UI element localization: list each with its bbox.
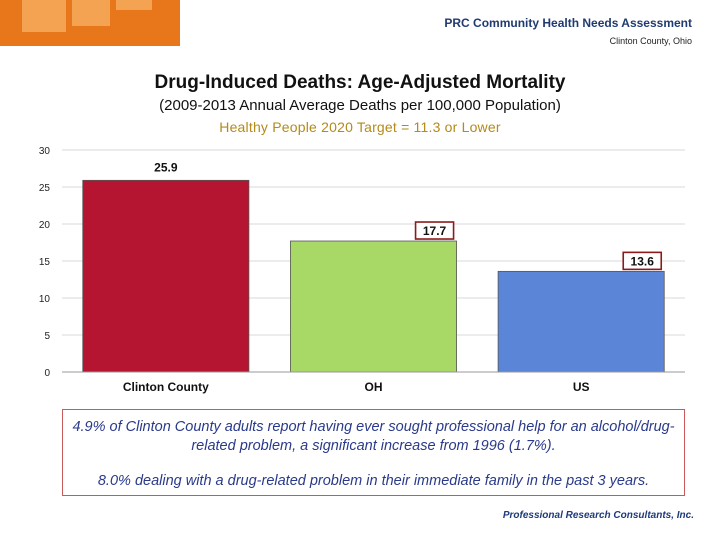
y-tick-label: 10 <box>39 294 51 305</box>
category-label: US <box>573 380 590 394</box>
report-title: PRC Community Health Needs Assessment <box>444 16 692 30</box>
y-tick-label: 0 <box>44 368 50 379</box>
value-label: 13.6 <box>631 254 655 268</box>
category-label: OH <box>365 380 383 394</box>
chart-subtitle: (2009-2013 Annual Average Deaths per 100… <box>159 97 561 114</box>
bar-us <box>497 270 665 373</box>
category-label: Clinton County <box>123 380 209 394</box>
note-family-problem: 8.0% dealing with a drug-related problem… <box>97 473 650 489</box>
logo-square-2 <box>72 0 110 26</box>
y-tick-label: 5 <box>44 331 50 342</box>
bar-oh <box>290 240 457 373</box>
logo-square-3 <box>116 0 152 10</box>
prc-logo-block <box>0 0 180 46</box>
prc-footer-logo: Professional Research Consultants, Inc. <box>502 510 694 521</box>
y-tick-label: 30 <box>39 146 51 157</box>
note-help-seeking: 4.9% of Clinton County adults report hav… <box>72 419 675 454</box>
y-tick-label: 25 <box>39 183 51 194</box>
findings-note-box: 4.9% of Clinton County adults report hav… <box>62 409 685 496</box>
chart-title: Drug-Induced Deaths: Age-Adjusted Mortal… <box>154 72 566 93</box>
value-label: 17.7 <box>423 224 447 238</box>
logo-square-1 <box>22 0 66 32</box>
y-tick-label: 20 <box>39 220 51 231</box>
y-tick-label: 15 <box>39 257 51 268</box>
value-label-box <box>622 251 663 271</box>
report-location: Clinton County, Ohio <box>609 36 692 46</box>
value-label: 25.9 <box>154 160 178 174</box>
value-label-box <box>414 221 455 240</box>
healthy-people-target: Healthy People 2020 Target = 11.3 or Low… <box>219 119 501 135</box>
bar-clinton-county <box>82 179 250 373</box>
